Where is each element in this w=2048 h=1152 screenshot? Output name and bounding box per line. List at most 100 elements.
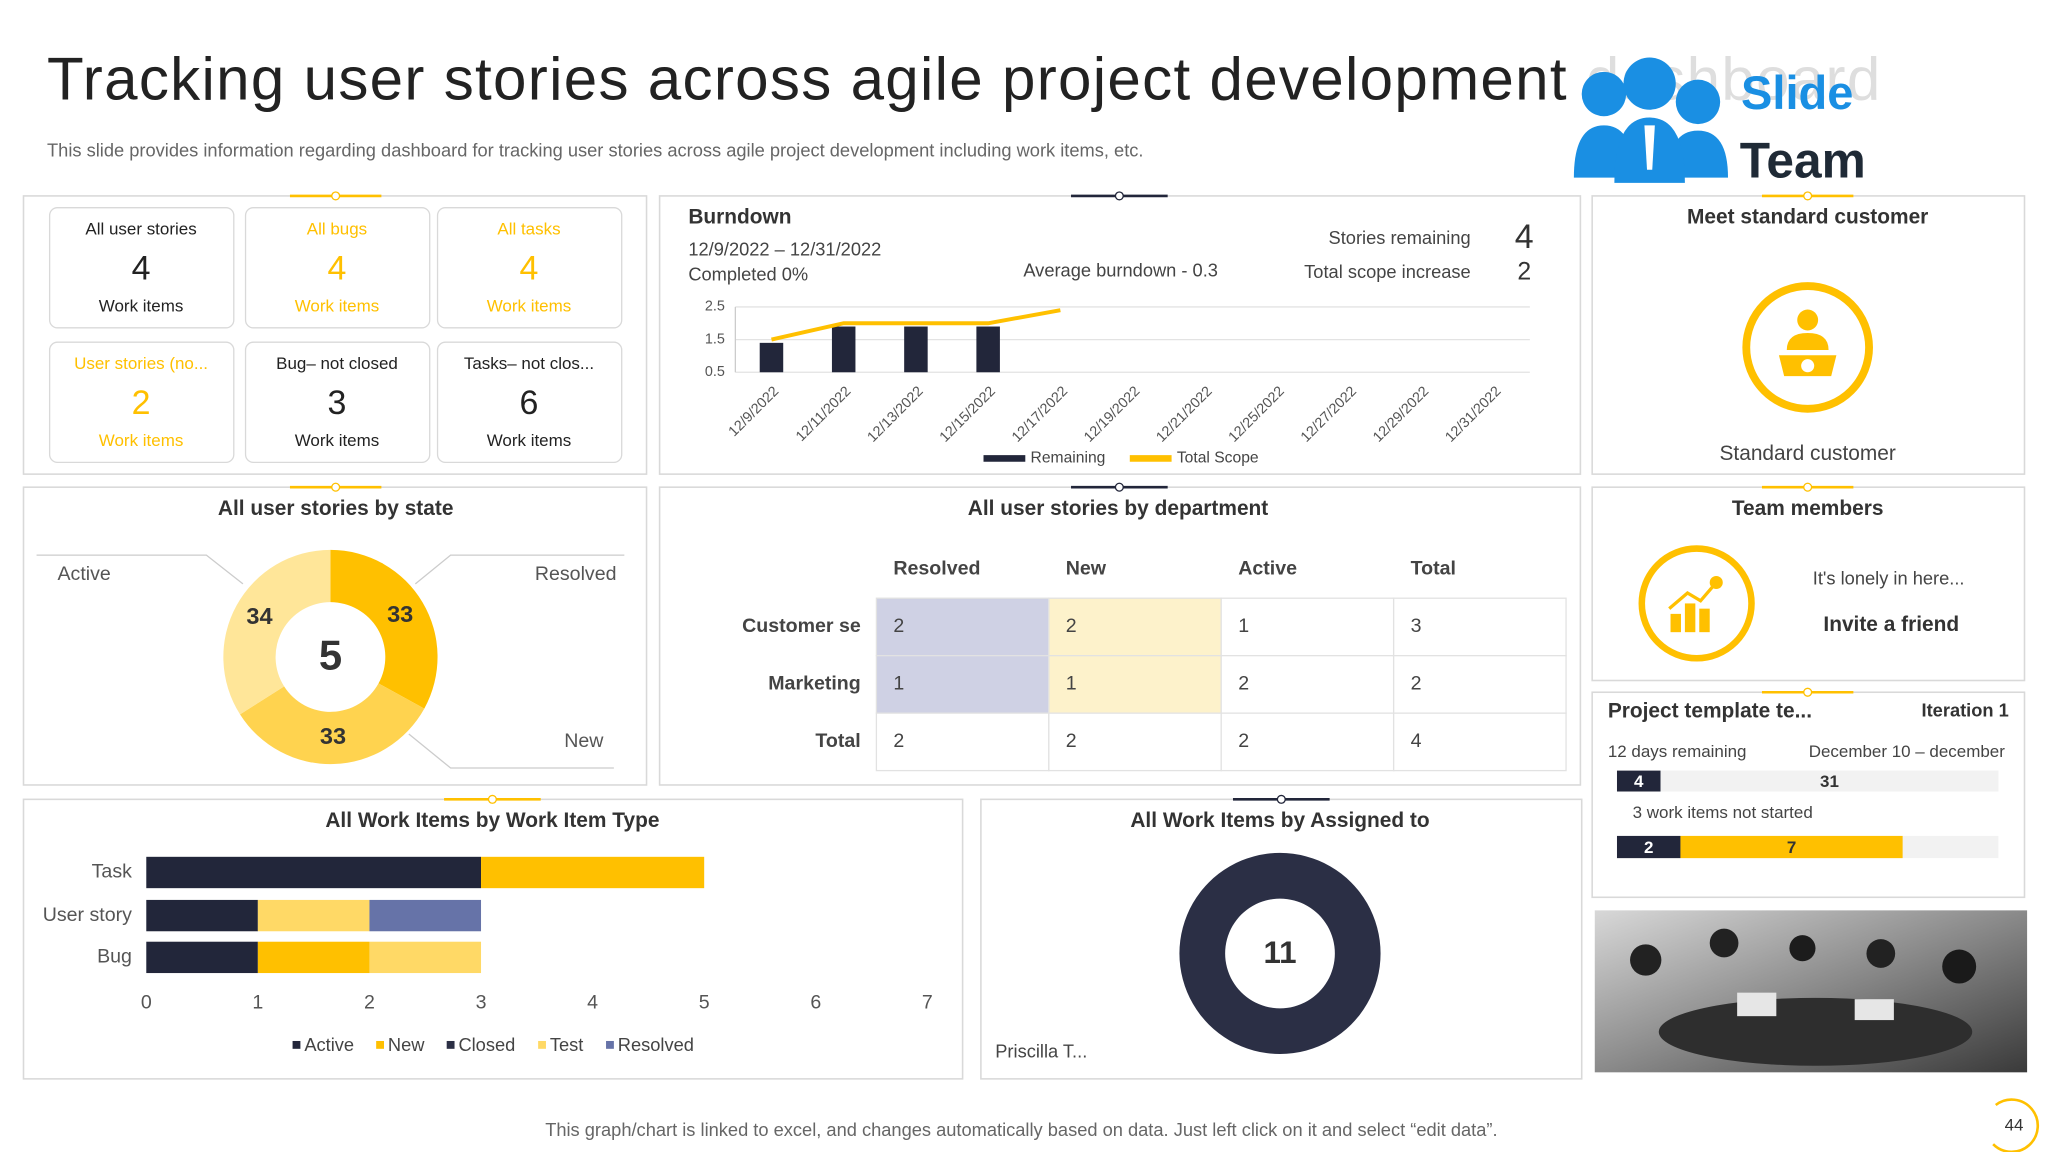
tile-sub: Work items: [487, 296, 572, 315]
x-tick-label: 1: [252, 991, 263, 1013]
progress-segment: [1616, 770, 1661, 792]
decorations: [289, 191, 1854, 804]
tile: [48, 207, 235, 329]
row-label: Marketing: [768, 673, 860, 695]
x-tick-label: 0: [141, 991, 152, 1013]
tile-label: All user stories: [85, 219, 196, 238]
page-badge: 44: [1992, 1098, 2040, 1152]
panel-title: Meet standard customer: [1687, 206, 1928, 229]
panel-title: All Work Items by Work Item Type: [325, 809, 659, 832]
column-header: Total: [1411, 558, 1456, 580]
tile-value: 2: [132, 384, 151, 422]
stat-value: 4: [1515, 218, 1534, 256]
stat-label: Stories remaining: [1329, 227, 1471, 248]
table-cell: [1220, 712, 1395, 772]
invite-link[interactable]: Invite a friend: [1823, 613, 1959, 636]
table-cell: [1048, 712, 1222, 772]
tile: [48, 341, 235, 464]
tile-label: Tasks– not clos...: [464, 354, 594, 373]
legend-swatch: [292, 1040, 301, 1049]
y-tick-label: Task: [92, 861, 132, 883]
cell-value: 2: [1238, 673, 1249, 695]
tile-sub: Work items: [99, 296, 184, 315]
y-tick-label: 1.5: [705, 331, 725, 347]
table-cell: [1048, 655, 1222, 714]
column-header: Resolved: [893, 558, 980, 580]
donut-total: 11: [1263, 935, 1296, 970]
donut-total: 5: [319, 631, 342, 678]
y-tick-label: 0.5: [705, 364, 725, 380]
bar-segment: [146, 856, 482, 889]
customer-icon: [1742, 282, 1873, 413]
photo: [1594, 910, 2028, 1073]
bar-segment: [146, 941, 258, 974]
bar: [904, 326, 928, 373]
cell-value: 3: [1411, 615, 1422, 637]
cell-value: 2: [1238, 730, 1249, 752]
tile: [436, 207, 623, 329]
tile-value: 4: [328, 249, 347, 287]
cell-value: 2: [1066, 730, 1077, 752]
tile-label: All bugs: [307, 219, 367, 238]
logo-text: Slide: [1741, 66, 1853, 119]
bar-segment: [257, 899, 370, 932]
donut-segment: [1179, 852, 1381, 1055]
legend-label: Remaining: [1031, 450, 1106, 467]
legend-label: Total Scope: [1177, 450, 1259, 467]
segment-value: 31: [1820, 772, 1839, 791]
panel: [658, 195, 1582, 475]
logo-text: Team: [1740, 133, 1866, 189]
bar-segment: [257, 941, 370, 974]
tile-sub: Work items: [295, 296, 380, 315]
segment-label: 34: [246, 603, 272, 629]
segment-label: 33: [387, 601, 413, 627]
leader-line: [36, 554, 244, 585]
cell-value: 2: [1411, 673, 1422, 695]
panel-title: All user stories by department: [968, 497, 1269, 520]
table-cell: [1392, 655, 1567, 714]
days-remaining: 12 days remaining: [1608, 742, 1747, 761]
tile-value: 4: [132, 249, 151, 287]
segment-name: Active: [57, 563, 110, 585]
cell-value: 1: [1238, 615, 1249, 637]
tile: [436, 341, 623, 464]
completed: Completed 0%: [688, 263, 808, 284]
segment-value: 4: [1634, 772, 1644, 791]
bar: [976, 326, 1000, 373]
row-label: Total: [815, 730, 860, 752]
legend-label: Resolved: [618, 1034, 694, 1055]
tile: [244, 207, 431, 329]
x-tick-label: 2: [364, 991, 375, 1013]
iteration: Iteration 1: [1922, 700, 2009, 721]
donut-segment: [223, 549, 331, 715]
average-burndown: Average burndown - 0.3: [1023, 260, 1218, 281]
customer-label: Standard customer: [1719, 442, 1895, 465]
panel: [22, 798, 964, 1080]
table-cell: [1048, 597, 1222, 657]
segment-value: 7: [1787, 838, 1796, 857]
legend-label: Active: [304, 1034, 354, 1055]
panel-title: All user stories by state: [218, 497, 454, 520]
progress-segment: [1616, 835, 1681, 859]
y-tick-label: User story: [43, 904, 132, 926]
panel-title: Burndown: [688, 206, 791, 229]
date-range: 12/9/2022 – 12/31/2022: [688, 239, 881, 260]
legend-label: Closed: [458, 1034, 515, 1055]
leader-line: [414, 554, 625, 585]
tile-value: 4: [520, 249, 539, 287]
tile-label: Bug– not closed: [276, 354, 398, 373]
tile-label: User stories (no...: [74, 354, 208, 373]
cell-value: 2: [1066, 615, 1077, 637]
bar-segment: [146, 899, 258, 932]
panel: [1591, 691, 2026, 899]
cell-value: 4: [1411, 730, 1422, 752]
tile-sub: Work items: [99, 431, 184, 450]
column-header: Active: [1238, 558, 1297, 580]
cell-value: 2: [893, 730, 904, 752]
page-number: 44: [2005, 1115, 2024, 1134]
cell-value: 1: [893, 673, 904, 695]
panel-title: Project template te...: [1608, 699, 1812, 722]
table-cell: [1392, 712, 1567, 772]
bar-segment: [369, 899, 482, 932]
